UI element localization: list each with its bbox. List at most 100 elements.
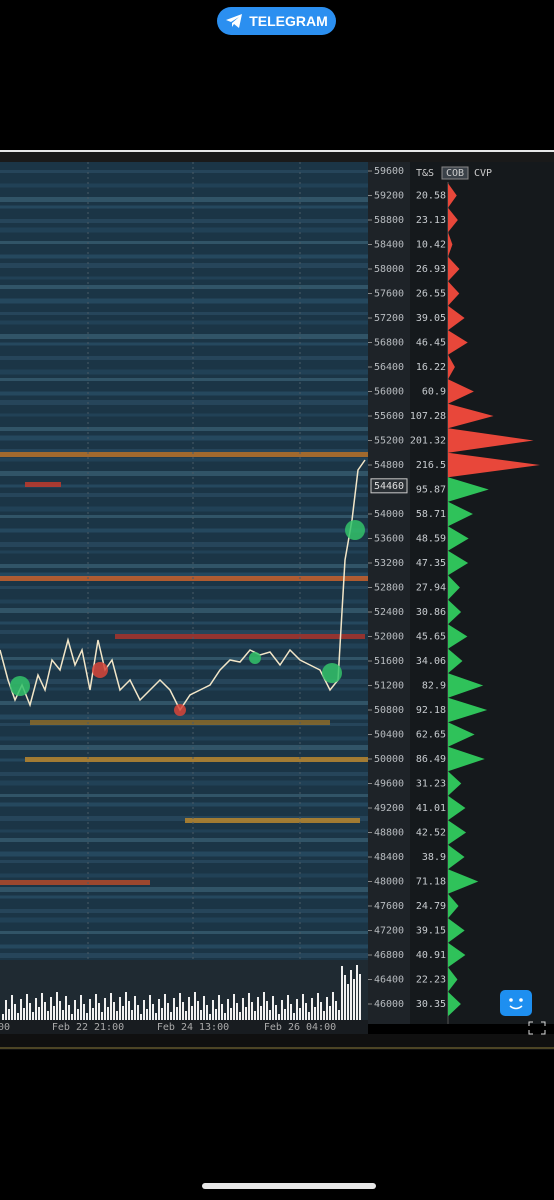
volume-bar	[197, 1001, 199, 1020]
heat-stripe	[0, 802, 368, 807]
price-tick-label: 51200	[374, 681, 404, 692]
heat-stripe	[0, 608, 368, 613]
price-tick-label: 47600	[374, 901, 404, 912]
depth-value: 107.28	[410, 411, 446, 422]
price-tick-label: 46400	[374, 975, 404, 986]
price-tick-label: 58800	[374, 215, 404, 226]
volume-bar	[230, 1008, 232, 1020]
telegram-button[interactable]: TELEGRAM	[217, 7, 336, 35]
price-tick-label: 58400	[374, 240, 404, 251]
heat-stripe	[0, 457, 368, 462]
heat-stripe	[0, 630, 368, 634]
volume-bar	[62, 1010, 64, 1020]
home-indicator	[202, 1183, 376, 1189]
price-tick-label: 54800	[374, 460, 404, 471]
price-tick-label: 49200	[374, 803, 404, 814]
chat-button[interactable]	[500, 990, 532, 1016]
volume-bar	[353, 979, 355, 1020]
volume-bar	[155, 1013, 157, 1020]
volume-bar	[65, 996, 67, 1020]
heat-level	[25, 757, 368, 762]
volume-bar	[20, 999, 22, 1020]
volume-bar	[86, 1013, 88, 1020]
panel-tab[interactable]: T&S	[416, 168, 434, 179]
volume-bar	[164, 994, 166, 1020]
volume-bar	[89, 999, 91, 1020]
volume-bar	[80, 995, 82, 1020]
depth-spike	[448, 599, 462, 625]
heat-stripe	[0, 873, 368, 878]
telegram-icon	[226, 14, 243, 28]
volume-bar	[206, 1005, 208, 1020]
heat-stripe	[0, 838, 368, 842]
depth-spike	[448, 820, 467, 845]
price-tick-label: 55600	[374, 411, 404, 422]
heat-level	[115, 634, 365, 639]
heat-stripe	[0, 205, 368, 209]
price-tick-label: 54000	[374, 509, 404, 520]
price-tick-label: 47200	[374, 926, 404, 937]
heat-stripe	[0, 276, 368, 280]
heat-stripe	[0, 550, 368, 554]
current-price-label: 54460	[374, 481, 404, 492]
volume-bar	[77, 1009, 79, 1020]
trade-bubble	[249, 652, 261, 664]
heat-stripe	[0, 542, 368, 547]
volume-bar	[32, 1012, 34, 1020]
depth-spike	[448, 893, 459, 919]
depth-spike	[448, 354, 455, 380]
volume-bar	[194, 992, 196, 1020]
volume-bar	[179, 993, 181, 1020]
time-label: Feb 24 13:00	[157, 1022, 229, 1033]
volume-bar	[311, 998, 313, 1020]
volume-bars	[2, 965, 361, 1020]
volume-bar	[149, 995, 151, 1020]
heat-stripe	[0, 170, 368, 173]
depth-value: 26.93	[416, 264, 446, 275]
depth-value: 216.5	[416, 460, 446, 471]
volume-bar	[185, 1011, 187, 1020]
panel-tab[interactable]: CVP	[474, 168, 492, 179]
depth-value: 20.58	[416, 191, 446, 202]
fullscreen-button[interactable]	[528, 1021, 546, 1035]
heat-stripe	[0, 197, 368, 202]
depth-spike	[448, 501, 473, 527]
heat-stripe	[0, 471, 368, 476]
volume-bar	[23, 1008, 25, 1020]
volume-bar	[56, 992, 58, 1020]
heat-stripe	[0, 449, 368, 452]
volume-bar	[29, 1003, 31, 1020]
volume-bar	[350, 970, 352, 1020]
depth-spike	[448, 452, 540, 478]
heat-stripe	[0, 621, 368, 625]
price-tick-label: 57200	[374, 313, 404, 324]
depth-spike	[448, 991, 461, 1017]
volume-bar	[218, 995, 220, 1020]
heat-stripe	[0, 687, 368, 691]
volume-bar	[113, 1002, 115, 1020]
depth-value: 48.59	[416, 534, 446, 545]
volume-bar	[14, 1004, 16, 1020]
volume-bar	[254, 1011, 256, 1020]
price-tick-label: 59200	[374, 191, 404, 202]
depth-value: 39.05	[416, 313, 446, 324]
volume-bar	[191, 1006, 193, 1020]
heat-stripe	[0, 515, 368, 518]
trade-bubble	[322, 663, 342, 683]
heat-stripe	[0, 665, 368, 670]
panel-tab[interactable]: COB	[446, 168, 464, 179]
depth-spike	[448, 869, 479, 894]
volume-bar	[200, 1010, 202, 1020]
volume-bar	[332, 992, 334, 1020]
volume-bar	[269, 1010, 271, 1020]
heat-stripe	[0, 528, 368, 533]
volume-bar	[260, 1006, 262, 1020]
price-axis	[368, 162, 410, 1024]
depth-value: 10.42	[416, 240, 446, 251]
price-tick-label: 50400	[374, 730, 404, 741]
heat-stripe	[0, 953, 368, 958]
volume-bar	[302, 994, 304, 1020]
volume-bar	[173, 998, 175, 1020]
heat-stripe	[0, 334, 368, 339]
